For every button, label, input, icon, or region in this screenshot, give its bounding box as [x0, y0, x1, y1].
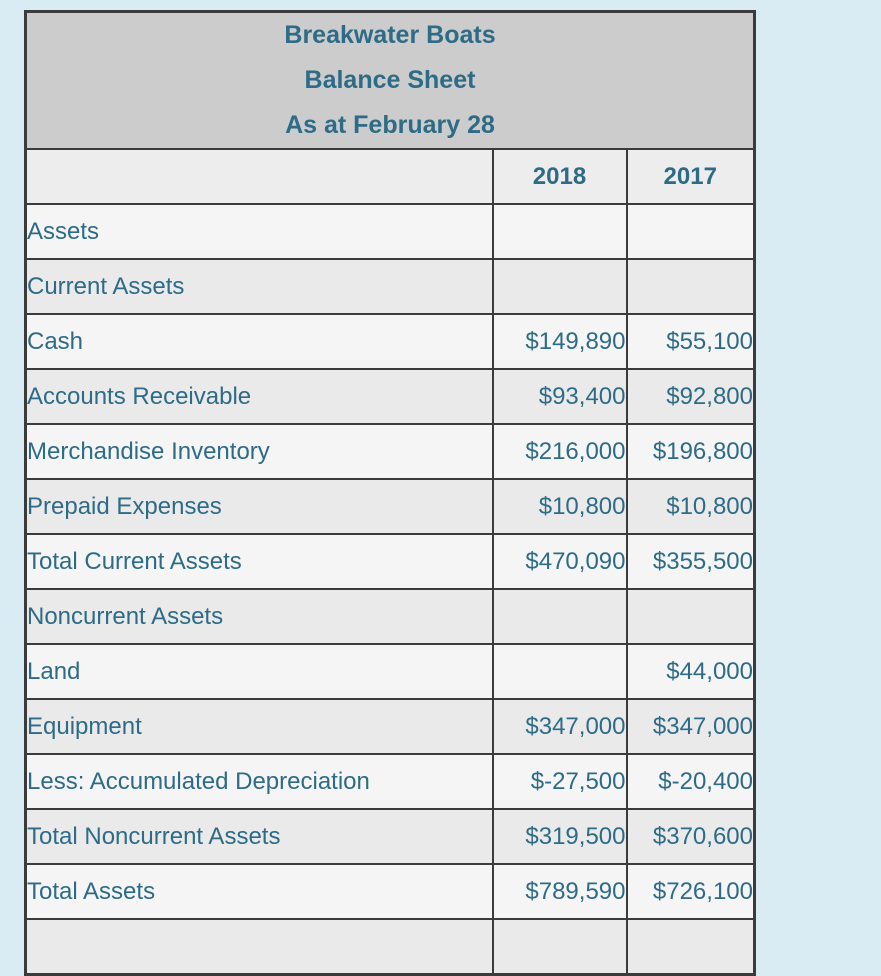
row-label: Land [24, 643, 494, 700]
row-label: Total Assets [24, 863, 494, 920]
table-row-equipment: Equipment $347,000 $347,000 [24, 698, 756, 755]
row-label: Noncurrent Assets [24, 588, 494, 645]
value-2018: $149,890 [491, 313, 628, 370]
row-label: Accounts Receivable [24, 368, 494, 425]
row-label: Total Noncurrent Assets [24, 808, 494, 865]
row-label: Cash [24, 313, 494, 370]
value-2017: $10,800 [625, 478, 756, 535]
table-row-prepaid-expenses: Prepaid Expenses $10,800 $10,800 [24, 478, 756, 535]
value-2018: $-27,500 [491, 753, 628, 810]
value-2018: $10,800 [491, 478, 628, 535]
value-2017: $55,100 [625, 313, 756, 370]
row-label: Total Current Assets [24, 533, 494, 590]
table-row-partial-cutoff [24, 918, 756, 976]
value-2017: $347,000 [625, 698, 756, 755]
table-row-accounts-receivable: Accounts Receivable $93,400 $92,800 [24, 368, 756, 425]
value-2017: $355,500 [625, 533, 756, 590]
row-label: Merchandise Inventory [24, 423, 494, 480]
value-2018 [491, 643, 628, 700]
year-header-2018: 2018 [491, 148, 628, 205]
value-2018: $319,500 [491, 808, 628, 865]
year-header-row: 2018 2017 [24, 148, 756, 205]
value-2018: $347,000 [491, 698, 628, 755]
value-2018 [491, 258, 628, 315]
table-row-current-assets: Current Assets [24, 258, 756, 315]
value-2018: $470,090 [491, 533, 628, 590]
value-2018 [491, 918, 628, 976]
year-header-2017: 2017 [625, 148, 756, 205]
table-row-cash: Cash $149,890 $55,100 [24, 313, 756, 370]
row-label: Equipment [24, 698, 494, 755]
value-2018: $93,400 [491, 368, 628, 425]
value-2017: $726,100 [625, 863, 756, 920]
row-label: Current Assets [24, 258, 494, 315]
table-row-noncurrent-assets: Noncurrent Assets [24, 588, 756, 645]
company-name: Breakwater Boats [284, 21, 496, 49]
table-row-accumulated-depreciation: Less: Accumulated Depreciation $-27,500 … [24, 753, 756, 810]
value-2017 [625, 588, 756, 645]
value-2017 [625, 203, 756, 260]
table-row-total-assets: Total Assets $789,590 $726,100 [24, 863, 756, 920]
balance-sheet-table: Breakwater Boats Balance Sheet As at Feb… [24, 10, 756, 976]
balance-sheet-container: Breakwater Boats Balance Sheet As at Feb… [24, 10, 756, 976]
row-label: Assets [24, 203, 494, 260]
table-row-total-noncurrent-assets: Total Noncurrent Assets $319,500 $370,60… [24, 808, 756, 865]
value-2017: $44,000 [625, 643, 756, 700]
value-2017: $370,600 [625, 808, 756, 865]
statement-title: Balance Sheet [304, 66, 476, 94]
value-2018 [491, 203, 628, 260]
row-label: Prepaid Expenses [24, 478, 494, 535]
value-2017 [625, 918, 756, 976]
table-row-assets: Assets [24, 203, 756, 260]
value-2017: $-20,400 [625, 753, 756, 810]
value-2018: $216,000 [491, 423, 628, 480]
year-header-blank [24, 148, 494, 205]
table-row-land: Land $44,000 [24, 643, 756, 700]
title-row: Breakwater Boats Balance Sheet As at Feb… [24, 10, 756, 150]
value-2018: $789,590 [491, 863, 628, 920]
value-2018 [491, 588, 628, 645]
row-label: Less: Accumulated Depreciation [24, 753, 494, 810]
statement-date: As at February 28 [285, 111, 495, 139]
statement-header: Breakwater Boats Balance Sheet As at Feb… [24, 10, 756, 150]
value-2017 [625, 258, 756, 315]
table-row-total-current-assets: Total Current Assets $470,090 $355,500 [24, 533, 756, 590]
value-2017: $196,800 [625, 423, 756, 480]
row-label [24, 918, 494, 976]
value-2017: $92,800 [625, 368, 756, 425]
table-row-merchandise-inventory: Merchandise Inventory $216,000 $196,800 [24, 423, 756, 480]
